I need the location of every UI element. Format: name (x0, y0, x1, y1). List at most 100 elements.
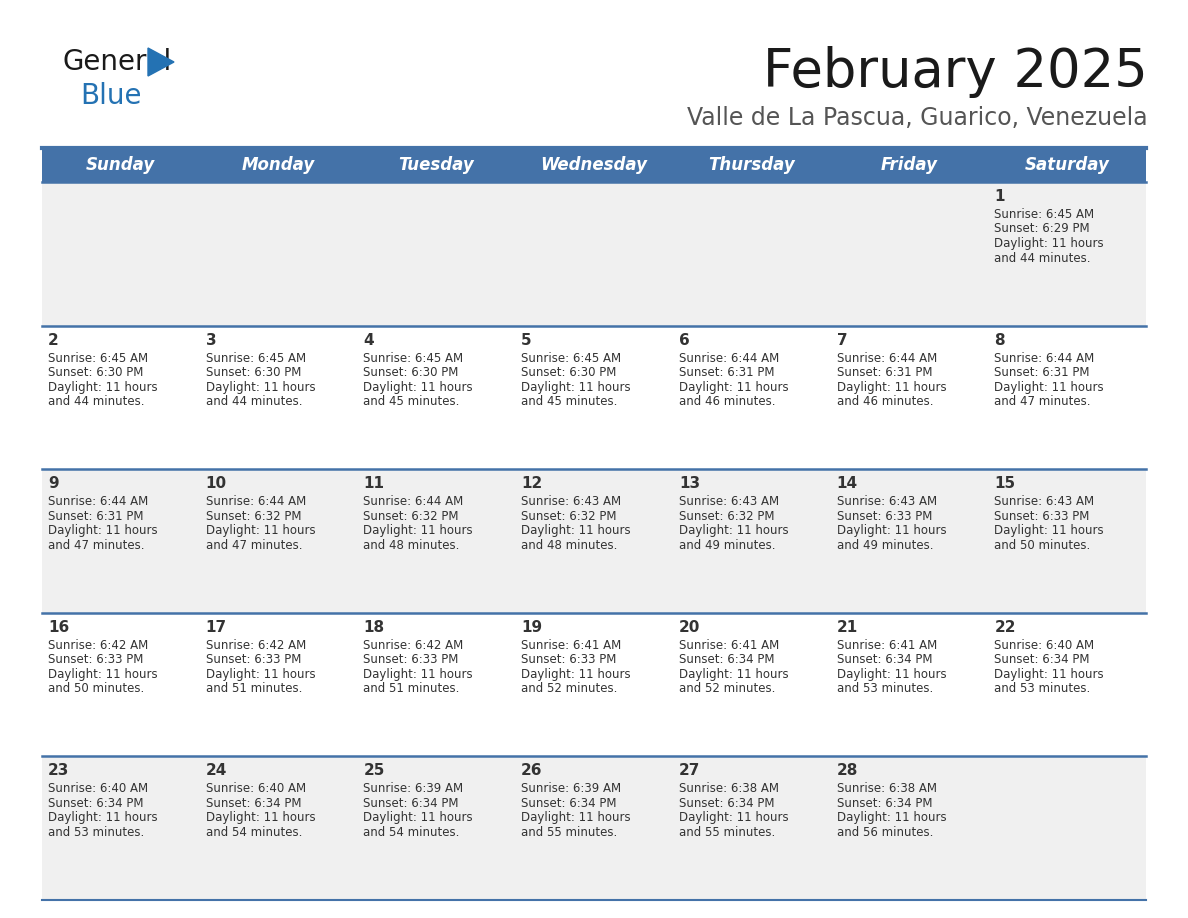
Text: Saturday: Saturday (1025, 156, 1110, 174)
Text: Sunset: 6:33 PM: Sunset: 6:33 PM (994, 509, 1089, 522)
Text: General: General (62, 48, 171, 76)
Text: and 47 minutes.: and 47 minutes. (206, 539, 302, 552)
Text: Daylight: 11 hours: Daylight: 11 hours (994, 524, 1104, 537)
Text: 5: 5 (522, 332, 532, 348)
Text: Sunday: Sunday (87, 156, 156, 174)
Bar (200, 469, 358, 613)
Text: and 53 minutes.: and 53 minutes. (994, 682, 1091, 695)
Bar (200, 756, 358, 900)
Text: Sunrise: 6:43 AM: Sunrise: 6:43 AM (678, 495, 779, 509)
Text: and 50 minutes.: and 50 minutes. (48, 682, 144, 695)
Polygon shape (148, 48, 173, 76)
Bar (830, 469, 988, 613)
Text: 13: 13 (678, 476, 700, 491)
Bar (672, 148, 830, 182)
Text: Sunset: 6:33 PM: Sunset: 6:33 PM (48, 654, 144, 666)
Bar (42, 148, 200, 182)
Bar (358, 148, 516, 182)
Text: Sunrise: 6:41 AM: Sunrise: 6:41 AM (836, 639, 937, 652)
Bar (830, 756, 988, 900)
Text: Sunset: 6:32 PM: Sunset: 6:32 PM (522, 509, 617, 522)
Text: Daylight: 11 hours: Daylight: 11 hours (836, 812, 946, 824)
Text: Sunset: 6:31 PM: Sunset: 6:31 PM (48, 509, 144, 522)
Text: 2: 2 (48, 332, 58, 348)
Text: and 47 minutes.: and 47 minutes. (48, 539, 145, 552)
Text: Daylight: 11 hours: Daylight: 11 hours (994, 237, 1104, 250)
Bar (358, 469, 516, 613)
Text: 25: 25 (364, 764, 385, 778)
Bar (988, 326, 1146, 469)
Bar (672, 182, 830, 326)
Text: Sunset: 6:29 PM: Sunset: 6:29 PM (994, 222, 1089, 236)
Text: 10: 10 (206, 476, 227, 491)
Text: 24: 24 (206, 764, 227, 778)
Text: Sunset: 6:33 PM: Sunset: 6:33 PM (206, 654, 301, 666)
Text: Sunrise: 6:44 AM: Sunrise: 6:44 AM (836, 352, 937, 364)
Text: and 45 minutes.: and 45 minutes. (522, 395, 618, 409)
Text: Thursday: Thursday (708, 156, 795, 174)
Bar (988, 613, 1146, 756)
Text: Daylight: 11 hours: Daylight: 11 hours (522, 524, 631, 537)
Text: Sunset: 6:34 PM: Sunset: 6:34 PM (48, 797, 144, 810)
Text: Daylight: 11 hours: Daylight: 11 hours (994, 667, 1104, 681)
Bar (830, 326, 988, 469)
Text: and 48 minutes.: and 48 minutes. (364, 539, 460, 552)
Bar (42, 613, 200, 756)
Text: 18: 18 (364, 620, 385, 635)
Text: and 51 minutes.: and 51 minutes. (364, 682, 460, 695)
Text: Daylight: 11 hours: Daylight: 11 hours (836, 667, 946, 681)
Text: Blue: Blue (80, 82, 141, 110)
Text: Daylight: 11 hours: Daylight: 11 hours (48, 524, 158, 537)
Text: Sunset: 6:32 PM: Sunset: 6:32 PM (678, 509, 775, 522)
Text: and 53 minutes.: and 53 minutes. (836, 682, 933, 695)
Text: Valle de La Pascua, Guarico, Venezuela: Valle de La Pascua, Guarico, Venezuela (688, 106, 1148, 130)
Text: Daylight: 11 hours: Daylight: 11 hours (522, 812, 631, 824)
Text: Daylight: 11 hours: Daylight: 11 hours (206, 812, 315, 824)
Text: and 44 minutes.: and 44 minutes. (994, 252, 1091, 264)
Text: Sunset: 6:33 PM: Sunset: 6:33 PM (836, 509, 931, 522)
Text: 19: 19 (522, 620, 542, 635)
Text: 8: 8 (994, 332, 1005, 348)
Text: Daylight: 11 hours: Daylight: 11 hours (364, 667, 473, 681)
Text: and 46 minutes.: and 46 minutes. (678, 395, 776, 409)
Text: Sunrise: 6:39 AM: Sunrise: 6:39 AM (522, 782, 621, 795)
Text: Daylight: 11 hours: Daylight: 11 hours (678, 381, 789, 394)
Text: Sunset: 6:33 PM: Sunset: 6:33 PM (522, 654, 617, 666)
Text: Sunset: 6:30 PM: Sunset: 6:30 PM (522, 366, 617, 379)
Text: Sunset: 6:32 PM: Sunset: 6:32 PM (206, 509, 302, 522)
Text: 26: 26 (522, 764, 543, 778)
Text: 16: 16 (48, 620, 69, 635)
Bar (516, 182, 672, 326)
Text: 23: 23 (48, 764, 69, 778)
Text: Sunrise: 6:44 AM: Sunrise: 6:44 AM (48, 495, 148, 509)
Text: and 52 minutes.: and 52 minutes. (678, 682, 776, 695)
Bar (672, 326, 830, 469)
Text: and 56 minutes.: and 56 minutes. (836, 826, 933, 839)
Text: Sunrise: 6:44 AM: Sunrise: 6:44 AM (206, 495, 307, 509)
Text: Sunrise: 6:41 AM: Sunrise: 6:41 AM (678, 639, 779, 652)
Text: and 44 minutes.: and 44 minutes. (206, 395, 302, 409)
Text: 15: 15 (994, 476, 1016, 491)
Text: Sunrise: 6:40 AM: Sunrise: 6:40 AM (48, 782, 148, 795)
Bar (42, 326, 200, 469)
Text: 7: 7 (836, 332, 847, 348)
Text: and 44 minutes.: and 44 minutes. (48, 395, 145, 409)
Text: 11: 11 (364, 476, 385, 491)
Text: Daylight: 11 hours: Daylight: 11 hours (522, 667, 631, 681)
Bar (42, 182, 200, 326)
Text: Daylight: 11 hours: Daylight: 11 hours (364, 381, 473, 394)
Bar (516, 326, 672, 469)
Bar (988, 469, 1146, 613)
Text: Sunrise: 6:45 AM: Sunrise: 6:45 AM (364, 352, 463, 364)
Bar (516, 756, 672, 900)
Text: Sunrise: 6:43 AM: Sunrise: 6:43 AM (836, 495, 936, 509)
Bar (988, 148, 1146, 182)
Text: Sunrise: 6:44 AM: Sunrise: 6:44 AM (994, 352, 1094, 364)
Text: 21: 21 (836, 620, 858, 635)
Text: Sunset: 6:34 PM: Sunset: 6:34 PM (678, 797, 775, 810)
Bar (358, 182, 516, 326)
Text: 9: 9 (48, 476, 58, 491)
Bar (672, 469, 830, 613)
Text: Sunrise: 6:42 AM: Sunrise: 6:42 AM (364, 639, 463, 652)
Text: Sunset: 6:31 PM: Sunset: 6:31 PM (836, 366, 933, 379)
